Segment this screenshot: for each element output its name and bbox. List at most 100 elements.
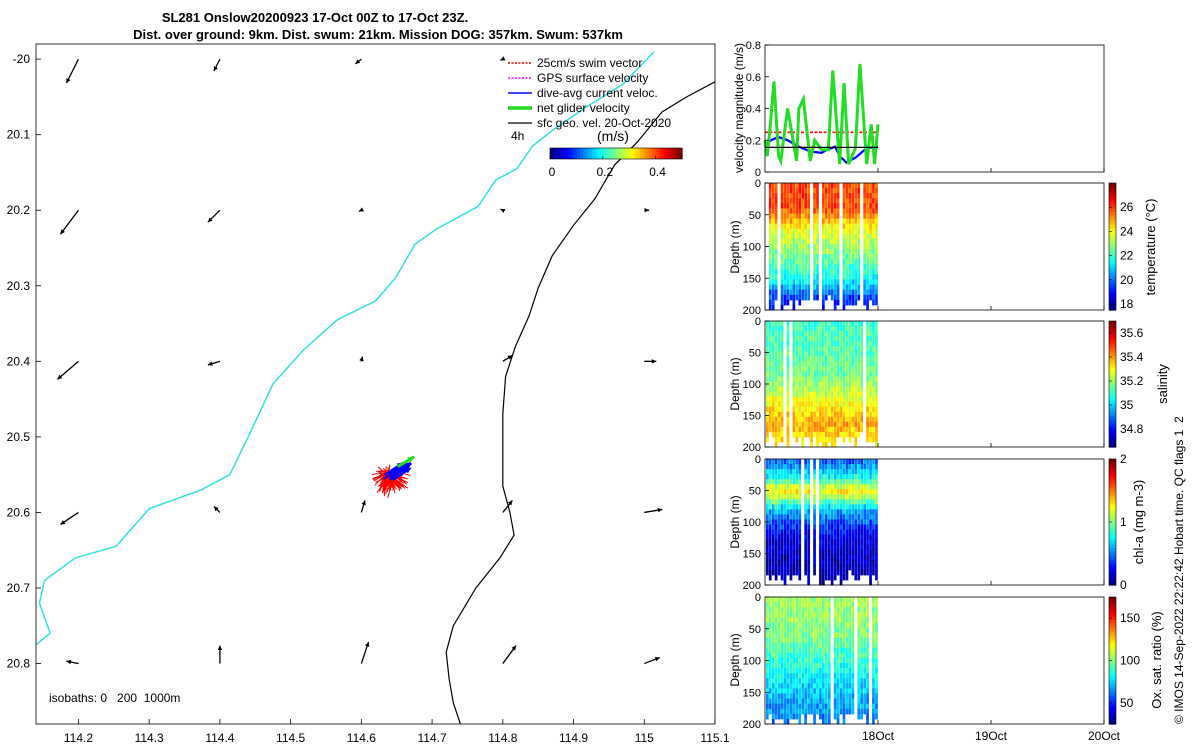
data-cell bbox=[786, 279, 790, 286]
data-cell bbox=[819, 713, 822, 720]
data-cell bbox=[804, 371, 807, 377]
data-cell bbox=[848, 264, 852, 270]
data-cell bbox=[822, 218, 825, 225]
data-cell bbox=[777, 331, 781, 337]
data-cell bbox=[766, 673, 769, 679]
data-cell bbox=[771, 401, 775, 408]
data-cell bbox=[822, 652, 825, 659]
data-cell bbox=[854, 484, 858, 490]
data-cell bbox=[854, 326, 858, 332]
data-cell bbox=[804, 341, 807, 347]
data-cell bbox=[777, 396, 781, 403]
data-cell bbox=[786, 411, 790, 418]
data-cell bbox=[869, 564, 872, 571]
data-cell bbox=[863, 607, 866, 613]
data-cell bbox=[833, 693, 837, 700]
data-cell bbox=[848, 294, 852, 301]
data-cell bbox=[872, 218, 875, 225]
data-cell bbox=[833, 386, 837, 392]
data-cell bbox=[824, 459, 828, 465]
data-cell bbox=[827, 718, 831, 725]
data-cell bbox=[789, 274, 793, 280]
data-cell bbox=[875, 223, 878, 230]
data-cell bbox=[819, 386, 822, 392]
data-cell bbox=[819, 627, 822, 634]
data-cell bbox=[813, 356, 816, 362]
data-cell bbox=[845, 658, 849, 664]
data-cell bbox=[780, 539, 784, 546]
data-cell bbox=[777, 371, 781, 377]
data-cell bbox=[827, 188, 831, 194]
data-cell bbox=[783, 469, 787, 475]
data-cell bbox=[842, 632, 846, 639]
data-cell bbox=[848, 708, 852, 715]
data-cell bbox=[848, 416, 852, 423]
data-cell bbox=[866, 474, 869, 480]
data-cell bbox=[807, 421, 810, 428]
data-cell bbox=[845, 607, 849, 613]
data-cell bbox=[771, 494, 775, 500]
data-cell bbox=[801, 238, 805, 245]
data-cell bbox=[792, 469, 796, 475]
data-cell bbox=[798, 341, 802, 347]
data-cell bbox=[792, 396, 796, 403]
data-cell bbox=[780, 652, 784, 659]
data-cell bbox=[830, 416, 834, 423]
data-cell bbox=[824, 658, 828, 664]
data-cell bbox=[777, 597, 781, 603]
data-cell bbox=[789, 504, 793, 510]
data-cell bbox=[869, 479, 872, 485]
data-cell bbox=[836, 244, 840, 250]
data-cell bbox=[854, 294, 858, 301]
colorbar-segment bbox=[1109, 638, 1116, 643]
data-cell bbox=[851, 218, 855, 225]
data-cell bbox=[848, 254, 852, 260]
data-cell bbox=[777, 678, 781, 684]
data-cell bbox=[777, 341, 781, 347]
data-cell bbox=[851, 524, 855, 530]
data-cell bbox=[830, 549, 834, 556]
data-cell bbox=[833, 289, 837, 296]
data-cell bbox=[842, 474, 846, 480]
data-cell bbox=[813, 499, 816, 505]
data-cell bbox=[795, 484, 799, 490]
data-cell bbox=[783, 509, 787, 515]
data-cell bbox=[839, 602, 843, 608]
data-cell bbox=[824, 703, 828, 710]
data-cell bbox=[786, 254, 790, 260]
data-cell bbox=[774, 539, 778, 546]
data-cell bbox=[845, 376, 849, 382]
data-cell bbox=[774, 504, 778, 510]
data-cell bbox=[813, 193, 816, 199]
data-cell bbox=[872, 504, 875, 510]
data-cell bbox=[768, 524, 772, 530]
data-cell bbox=[786, 401, 790, 408]
data-cell bbox=[795, 652, 799, 659]
data-cell bbox=[819, 564, 822, 571]
data-cell bbox=[789, 652, 793, 659]
data-cell bbox=[774, 426, 778, 433]
data-cell bbox=[863, 693, 866, 700]
data-cell bbox=[786, 617, 790, 623]
data-cell bbox=[842, 534, 846, 541]
data-cell bbox=[822, 213, 825, 220]
data-cell bbox=[807, 464, 810, 470]
data-cell bbox=[863, 208, 866, 214]
data-cell bbox=[798, 233, 802, 240]
data-cell bbox=[774, 703, 778, 710]
data-cell bbox=[807, 321, 810, 327]
data-cell bbox=[827, 351, 831, 357]
data-cell bbox=[792, 289, 796, 296]
data-cell bbox=[774, 688, 778, 694]
data-cell bbox=[792, 264, 796, 270]
data-cell bbox=[866, 612, 869, 618]
geo-velocity-arrow bbox=[360, 500, 366, 513]
data-cell bbox=[857, 421, 861, 428]
data-cell bbox=[804, 617, 807, 623]
data-cell bbox=[783, 534, 787, 541]
data-cell bbox=[872, 279, 875, 286]
data-cell bbox=[819, 361, 822, 367]
data-cell bbox=[875, 519, 878, 525]
data-cell bbox=[819, 647, 822, 654]
data-cell bbox=[780, 534, 784, 541]
